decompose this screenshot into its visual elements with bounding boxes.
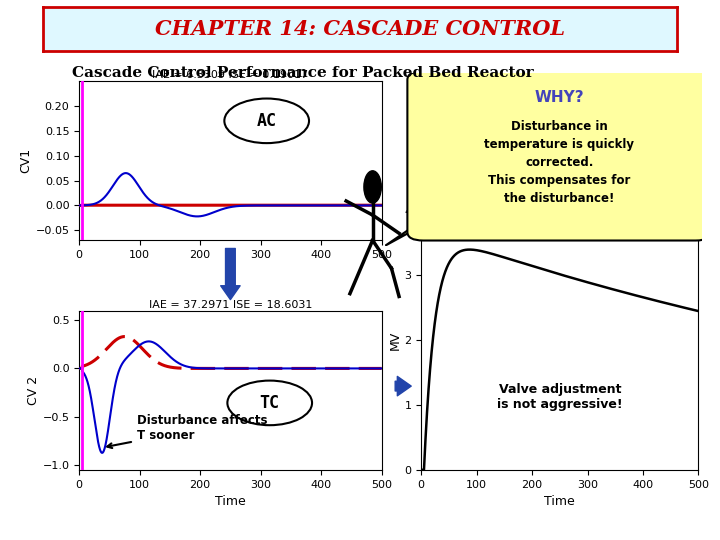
Text: Valve adjustment
is not aggressive!: Valve adjustment is not aggressive! bbox=[497, 383, 623, 411]
Text: CHAPTER 14: CASCADE CONTROL: CHAPTER 14: CASCADE CONTROL bbox=[155, 19, 565, 39]
Y-axis label: MV: MV bbox=[389, 330, 402, 350]
X-axis label: Time: Time bbox=[544, 495, 575, 508]
Text: TC: TC bbox=[260, 394, 279, 412]
Y-axis label: CV1: CV1 bbox=[19, 148, 32, 173]
Text: AC: AC bbox=[257, 112, 276, 130]
X-axis label: Time: Time bbox=[215, 495, 246, 508]
Text: Cascade Control Performance for Packed Bed Reactor: Cascade Control Performance for Packed B… bbox=[72, 66, 534, 80]
Title: IAE = 6.3309 ISE = 0.19017: IAE = 6.3309 ISE = 0.19017 bbox=[153, 70, 308, 80]
Title: SAM = 4.3428 SSM = 0.59949: SAM = 4.3428 SSM = 0.59949 bbox=[474, 200, 645, 210]
Text: Disturbance affects
T sooner: Disturbance affects T sooner bbox=[107, 414, 267, 448]
FancyBboxPatch shape bbox=[408, 71, 711, 240]
Y-axis label: CV 2: CV 2 bbox=[27, 376, 40, 404]
Circle shape bbox=[364, 171, 382, 203]
Polygon shape bbox=[385, 208, 455, 246]
Text: Disturbance in
temperature is quickly
corrected.
This compensates for
the distur: Disturbance in temperature is quickly co… bbox=[485, 119, 634, 205]
Title: IAE = 37.2971 ISE = 18.6031: IAE = 37.2971 ISE = 18.6031 bbox=[149, 300, 312, 310]
Text: WHY?: WHY? bbox=[535, 90, 584, 105]
